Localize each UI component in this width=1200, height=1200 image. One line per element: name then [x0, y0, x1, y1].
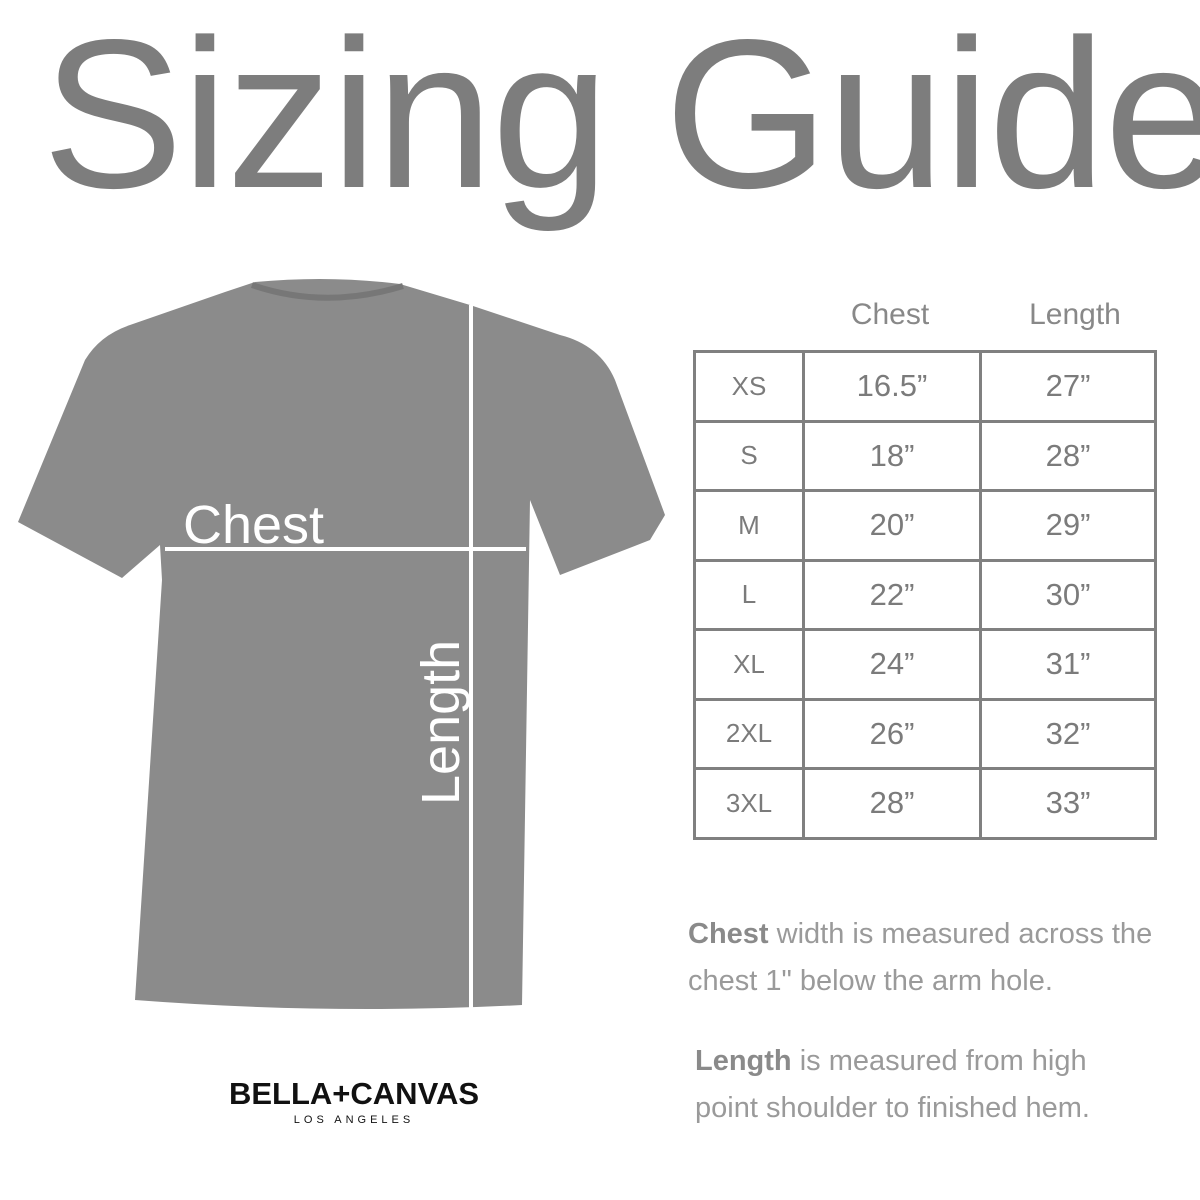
t-shirt-body: [18, 278, 665, 1009]
cell-chest: 18”: [802, 419, 982, 492]
cell-length: 28”: [979, 419, 1157, 492]
t-shirt-collar: [251, 282, 404, 301]
cell-chest: 20”: [802, 489, 982, 562]
cell-chest: 22”: [802, 558, 982, 631]
chest-note: Chest width is measured across the chest…: [688, 911, 1168, 1005]
cell-chest: 26”: [802, 697, 982, 770]
table-row: S 18” 28”: [693, 419, 1157, 492]
cell-size: XL: [693, 628, 805, 701]
chest-note-text: width is measured across the chest 1" be…: [688, 918, 1153, 997]
cell-chest: 16.5”: [802, 350, 982, 423]
logo-sub: LOS ANGELES: [293, 1114, 415, 1126]
length-note: Length is measured from high point shoul…: [695, 1038, 1155, 1132]
page-title: Sizing Guide: [42, 0, 1200, 232]
table-row: XS 16.5” 27”: [693, 350, 1157, 423]
cell-size: 3XL: [693, 767, 805, 840]
cell-size: L: [693, 558, 805, 631]
t-shirt-illustration: [18, 278, 665, 1009]
length-note-text: is measured from high point shoulder to …: [695, 1045, 1090, 1124]
length-label: Length: [411, 639, 471, 805]
table-row: M 20” 29”: [693, 489, 1157, 562]
table-row: L 22” 30”: [693, 558, 1157, 631]
header-chest: Chest: [850, 298, 930, 331]
cell-length: 29”: [979, 489, 1157, 562]
cell-chest: 28”: [802, 767, 982, 840]
bella-canvas-logo: BELLA+CANVAS LOS ANGELES: [196, 1068, 512, 1140]
cell-length: 32”: [979, 697, 1157, 770]
logo-brand: BELLA+CANVAS: [228, 1076, 480, 1111]
cell-length: 33”: [979, 767, 1157, 840]
chest-label: Chest: [183, 495, 325, 555]
cell-size: S: [693, 419, 805, 492]
table-row: XL 24” 31”: [693, 628, 1157, 701]
size-table: XS 16.5” 27” S 18” 28” M 20” 29” L 22” 30” XL 24” 31” 2…: [693, 350, 1157, 840]
length-note-bold: Length: [695, 1045, 792, 1077]
cell-size: XS: [693, 350, 805, 423]
table-row: 3XL 28” 33”: [693, 767, 1157, 840]
header-length: Length: [1029, 298, 1121, 331]
cell-length: 30”: [979, 558, 1157, 631]
cell-length: 31”: [979, 628, 1157, 701]
cell-chest: 24”: [802, 628, 982, 701]
cell-size: 2XL: [693, 697, 805, 770]
table-row: 2XL 26” 32”: [693, 697, 1157, 770]
cell-size: M: [693, 489, 805, 562]
cell-length: 27”: [979, 350, 1157, 423]
chest-note-bold: Chest: [688, 918, 769, 950]
